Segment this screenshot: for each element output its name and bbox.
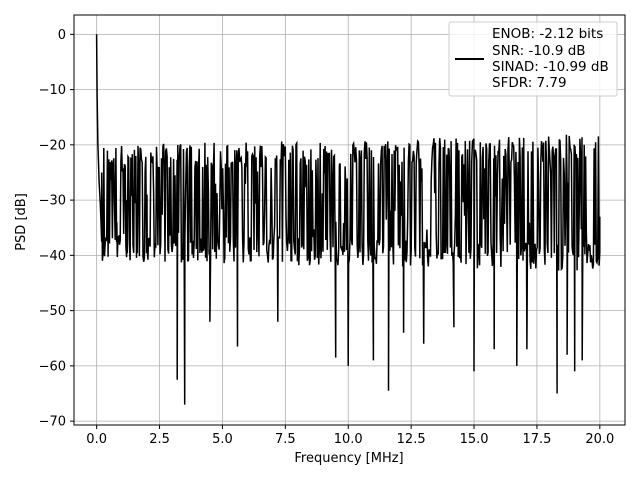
x-tick-label: 5.0 xyxy=(212,432,233,447)
y-tick-label: −10 xyxy=(39,83,66,98)
y-tick-label: −20 xyxy=(39,138,66,153)
y-tick-label: −60 xyxy=(39,359,66,374)
x-axis-label: Frequency [MHz] xyxy=(294,451,403,466)
y-tick-label: −40 xyxy=(39,249,66,264)
y-axis-ticks: 0 −10 −20 −30 −40 −50 −60 −70 xyxy=(39,28,74,430)
y-tick-label: −50 xyxy=(39,304,66,319)
legend: ENOB: -2.12 bits SNR: -10.9 dB SINAD: -1… xyxy=(448,21,618,97)
x-tick-label: 12.5 xyxy=(397,432,426,447)
x-tick-label: 7.5 xyxy=(275,432,296,447)
legend-text-sfdr: SFDR: 7.79 xyxy=(492,75,567,91)
legend-text-snr: SNR: -10.9 dB xyxy=(492,43,586,59)
x-tick-label: 0.0 xyxy=(86,432,107,447)
legend-box xyxy=(448,21,618,97)
psd-series-line xyxy=(95,34,601,405)
y-tick-label: −70 xyxy=(39,415,66,430)
x-tick-label: 20.0 xyxy=(585,432,614,447)
y-tick-label: −30 xyxy=(39,194,66,209)
legend-text-enob: ENOB: -2.12 bits xyxy=(492,26,603,42)
y-tick-label: 0 xyxy=(58,28,66,43)
legend-text-sinad: SINAD: -10.99 dB xyxy=(492,59,609,75)
psd-trace xyxy=(95,34,601,405)
x-tick-label: 10.0 xyxy=(334,432,363,447)
y-axis-label: PSD [dB] xyxy=(14,193,29,251)
x-tick-label: 17.5 xyxy=(522,432,551,447)
x-tick-label: 2.5 xyxy=(149,432,170,447)
axes-frame xyxy=(73,14,626,426)
x-tick-label: 15.0 xyxy=(460,432,489,447)
x-axis-ticks: 0.0 2.5 5.0 7.5 10.0 12.5 15.0 17.5 20.0 xyxy=(86,425,614,447)
